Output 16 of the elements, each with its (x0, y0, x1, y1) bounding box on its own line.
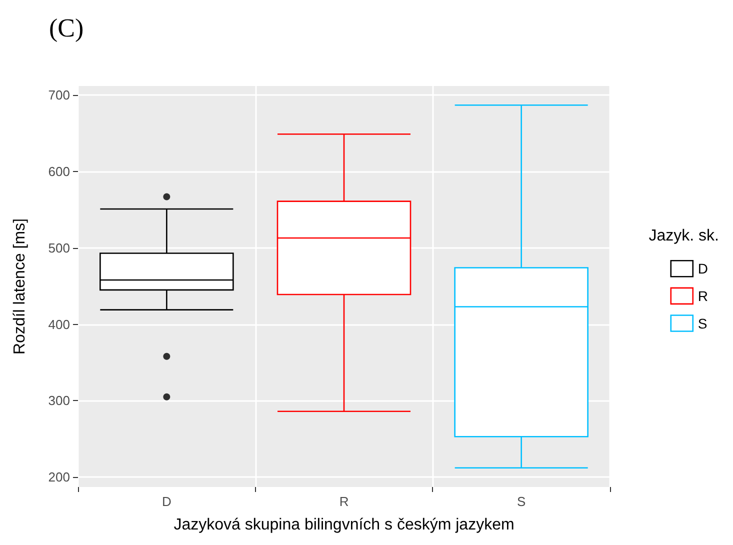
y-tick-label: 200 (48, 470, 70, 485)
x-tick-label: S (516, 494, 526, 509)
x-tick-label: D (162, 494, 172, 509)
y-tick-label: 700 (48, 88, 70, 103)
y-tick-label: 300 (48, 393, 70, 408)
legend-title: Jazyk. sk. (648, 228, 719, 244)
y-axis-title: Rozdíl latence [ms] (12, 218, 28, 355)
y-tick-label: 400 (48, 316, 70, 332)
y-tick-label: 600 (48, 164, 70, 180)
x-axis-title: Jazyková skupina bilingvních s českým jazykem (174, 516, 514, 534)
legend-label: D (698, 260, 708, 277)
legend-label: S (698, 315, 708, 332)
y-tick-label: 500 (48, 240, 70, 256)
x-tick-label: R (339, 494, 349, 509)
legend-label: R (698, 288, 708, 304)
chart-title: (C) (49, 14, 84, 42)
